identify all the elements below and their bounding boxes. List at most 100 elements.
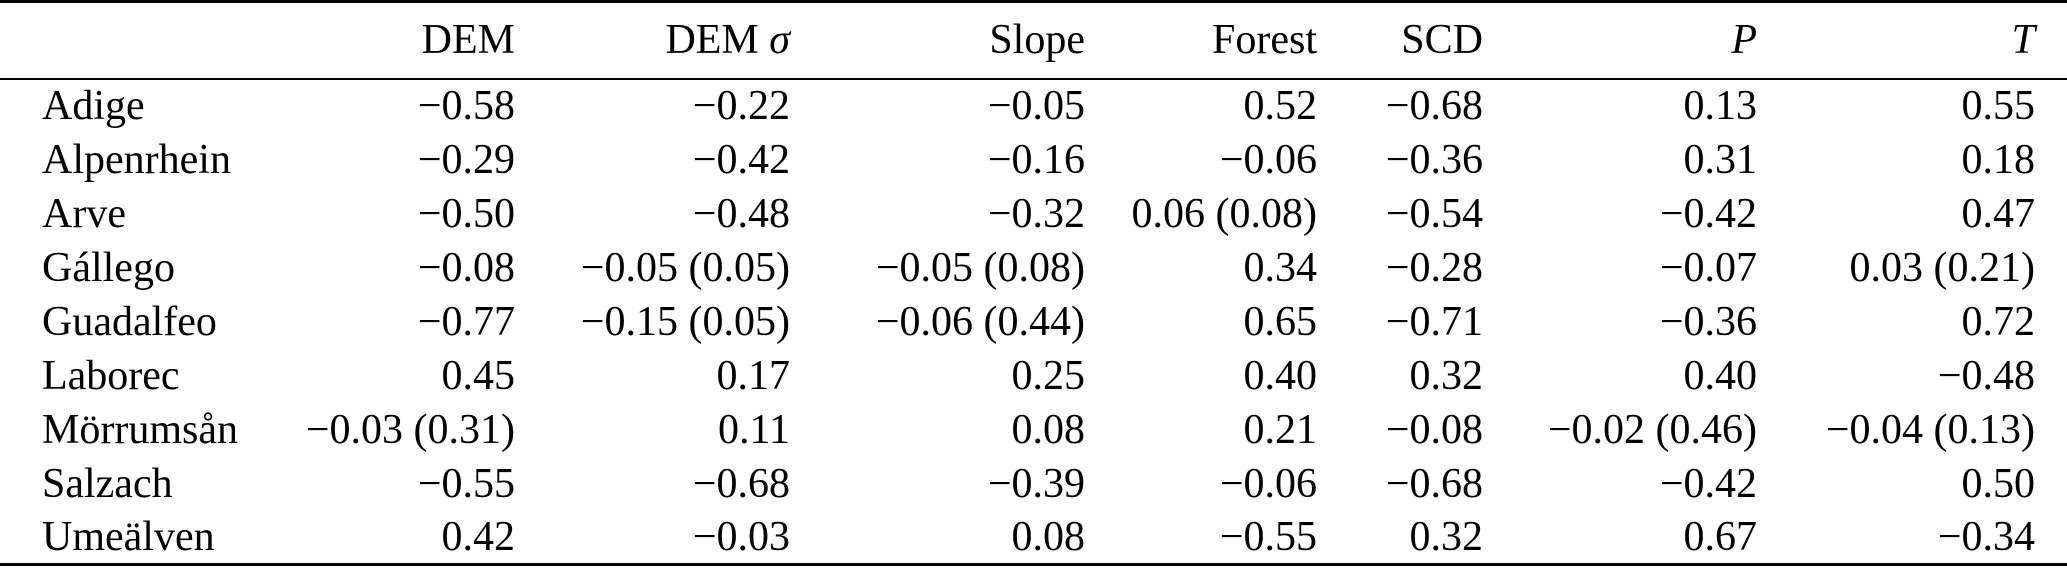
row-label: Mörrumsån [42, 406, 238, 453]
table-row: Guadalfeo −0.77 −0.15 (0.05) −0.06 (0.44) 0.… [0, 295, 2067, 349]
value-cell: −0.68 [692, 460, 790, 507]
value-cell: −0.22 [692, 83, 790, 129]
value-cell: −0.07 [1659, 244, 1757, 291]
row-label: Gállego [42, 244, 175, 291]
value-cell: −0.71 [1385, 298, 1483, 345]
table-row: Arve −0.50 −0.48 −0.32 0.06 (0.08) −0.54 −0.42… [0, 187, 2067, 241]
value-cell: −0.02 (0.46) [1547, 406, 1757, 453]
value-cell: 0.25 [1011, 352, 1086, 399]
value-cell: 0.32 [1409, 513, 1484, 560]
value-cell: 0.52 [1243, 83, 1318, 129]
value-cell: −0.29 [417, 136, 515, 183]
value-cell: 0.21 [1243, 406, 1318, 453]
value-cell: 0.13 [1683, 83, 1758, 129]
value-cell: −0.06 (0.44) [875, 298, 1085, 345]
value-cell: 0.11 [718, 406, 790, 453]
value-cell: −0.48 [692, 190, 790, 237]
value-cell: 0.31 [1683, 136, 1758, 183]
value-cell: −0.54 [1385, 190, 1483, 237]
row-label: Salzach [42, 460, 173, 507]
column-header-italic-text: P [1731, 17, 1757, 64]
value-cell: −0.36 [1659, 298, 1757, 345]
row-label: Alpenrhein [42, 136, 231, 183]
column-header-text: DEM [421, 17, 515, 64]
value-cell: −0.42 [1659, 190, 1757, 237]
value-cell: 0.50 [1961, 460, 2036, 507]
column-header: DEM σ [515, 2, 790, 79]
value-cell: 0.17 [716, 352, 791, 399]
value-cell: −0.03 [692, 513, 790, 560]
table-row: Mörrumsån −0.03 (0.31) 0.11 0.08 0.21 −0.08 −0… [0, 403, 2067, 457]
value-cell: −0.04 (0.13) [1825, 406, 2035, 453]
value-cell: −0.58 [417, 83, 515, 129]
column-header-text: SCD [1401, 17, 1483, 64]
value-cell: 0.65 [1243, 298, 1318, 345]
row-label: Umeälven [42, 513, 215, 560]
value-cell: −0.68 [1385, 460, 1483, 507]
value-cell: −0.39 [987, 460, 1085, 507]
value-cell: −0.48 [1937, 352, 2035, 399]
column-header: Forest [1085, 2, 1317, 79]
value-cell: −0.15 (0.05) [580, 298, 790, 345]
value-cell: −0.68 [1385, 83, 1483, 129]
value-cell: 0.06 (0.08) [1131, 190, 1317, 237]
value-cell: −0.32 [987, 190, 1085, 237]
value-cell: −0.55 [1219, 513, 1317, 560]
column-header: T [1757, 2, 2067, 79]
value-cell: −0.55 [417, 460, 515, 507]
value-cell: −0.16 [987, 136, 1085, 183]
table-head: DEM DEM σ Slope Forest SCD P T [0, 2, 2067, 79]
correlation-table: DEM DEM σ Slope Forest SCD P T Adige −0.58 −0.22… [0, 0, 2067, 566]
column-header-text: Forest [1212, 17, 1317, 64]
value-cell: −0.36 [1385, 136, 1483, 183]
value-cell: 0.55 [1961, 83, 2036, 129]
column-header-italic-text: σ [769, 17, 790, 64]
table-body: Adige −0.58 −0.22 −0.05 0.52 −0.68 0.13 0.55 Alp… [0, 79, 2067, 565]
value-cell: −0.05 [987, 83, 1085, 129]
value-cell: −0.50 [417, 190, 515, 237]
value-cell: 0.67 [1683, 513, 1758, 560]
value-cell: −0.06 [1219, 460, 1317, 507]
value-cell: 0.08 [1011, 406, 1086, 453]
value-cell: 0.08 [1011, 513, 1086, 560]
value-cell: −0.08 [417, 244, 515, 291]
value-cell: 0.18 [1961, 136, 2036, 183]
table-row: Laborec 0.45 0.17 0.25 0.40 0.32 0.40 −0.48 [0, 349, 2067, 403]
table-row: Gállego −0.08 −0.05 (0.05) −0.05 (0.08) 0.34… [0, 241, 2067, 295]
value-cell: −0.06 [1219, 136, 1317, 183]
value-cell: 0.32 [1409, 352, 1484, 399]
row-label: Arve [42, 190, 126, 237]
value-cell: −0.77 [417, 298, 515, 345]
value-cell: 0.40 [1243, 352, 1318, 399]
value-cell: −0.05 (0.05) [580, 244, 790, 291]
column-header: Slope [790, 2, 1085, 79]
column-header-text: Slope [989, 17, 1085, 64]
value-cell: −0.28 [1385, 244, 1483, 291]
value-cell: −0.42 [1659, 460, 1757, 507]
column-header [0, 2, 295, 79]
value-cell: 0.03 (0.21) [1849, 244, 2035, 291]
value-cell: −0.42 [692, 136, 790, 183]
table-row: Salzach −0.55 −0.68 −0.39 −0.06 −0.68 −0.42 0.5… [0, 457, 2067, 511]
table-row: Alpenrhein −0.29 −0.42 −0.16 −0.06 −0.36 0.31 0… [0, 133, 2067, 187]
value-cell: 0.40 [1683, 352, 1758, 399]
column-header-italic-text: T [2011, 17, 2035, 64]
row-label: Laborec [42, 352, 180, 399]
column-header-text: DEM [665, 17, 770, 64]
value-cell: 0.42 [441, 513, 516, 560]
value-cell: 0.45 [441, 352, 516, 399]
row-label: Adige [42, 83, 145, 129]
value-cell: −0.34 [1937, 513, 2035, 560]
column-header: SCD [1317, 2, 1483, 79]
value-cell: 0.34 [1243, 244, 1318, 291]
table-row: Adige −0.58 −0.22 −0.05 0.52 −0.68 0.13 0.55 [0, 79, 2067, 133]
value-cell: 0.47 [1961, 190, 2036, 237]
header-row: DEM DEM σ Slope Forest SCD P T [0, 2, 2067, 79]
column-header: DEM [295, 2, 515, 79]
column-header: P [1483, 2, 1757, 79]
value-cell: −0.03 (0.31) [305, 406, 515, 453]
value-cell: −0.05 (0.08) [875, 244, 1085, 291]
value-cell: 0.72 [1961, 298, 2036, 345]
table-row: Umeälven 0.42 −0.03 0.08 −0.55 0.32 0.67 −0.34 [0, 511, 2067, 565]
